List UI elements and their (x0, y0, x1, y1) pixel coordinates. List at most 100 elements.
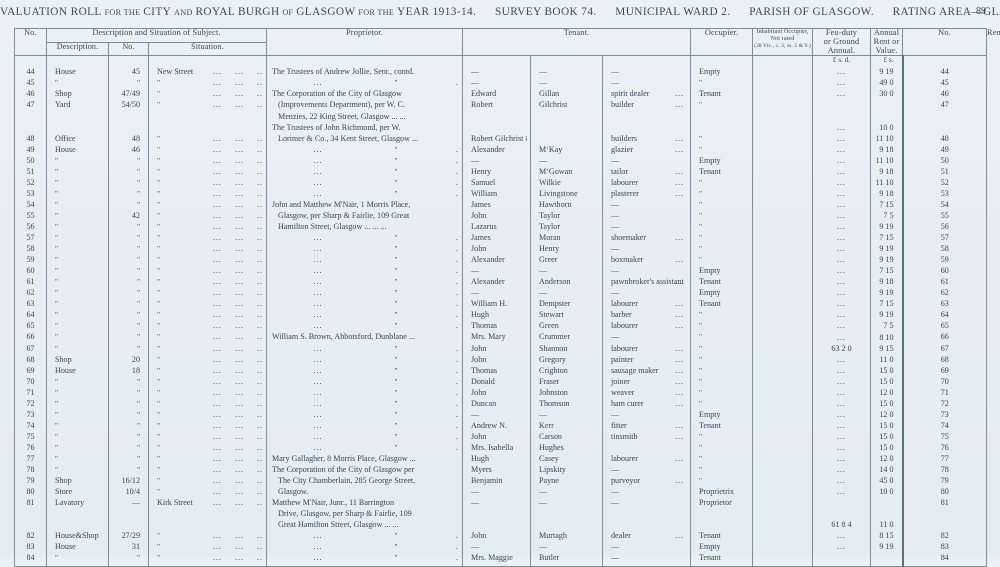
table-row: " (699, 134, 703, 143)
table-row: "......... (157, 377, 263, 386)
table-row (756, 289, 809, 300)
table-row: 9 18 (879, 189, 894, 198)
table-row: " (136, 432, 140, 441)
table-row (18, 521, 43, 532)
table-row: 66 (940, 333, 949, 342)
table-row: Tenant (699, 532, 721, 541)
table-row: John (471, 344, 487, 353)
table-row: 30 0 (879, 90, 894, 99)
table-row: 31 (131, 543, 140, 552)
table-row: ... (836, 189, 847, 198)
table-row (756, 466, 809, 477)
table-row: Glasgow. (278, 488, 309, 497)
col-description: House " Shop Yard Office House " " " " " " " " " " " " " "… (46, 55, 109, 567)
table-row: purveyor... (611, 477, 685, 486)
table-row: " (136, 256, 140, 265)
table-row (466, 510, 527, 521)
table-row: 54 (26, 200, 35, 209)
table-row: £ s. (883, 57, 894, 65)
header-inhabitant-line1: Inhabitant Occupier, (756, 29, 809, 35)
table-row (694, 113, 749, 124)
table-row: ... (836, 123, 847, 132)
table-row (907, 521, 984, 532)
table-row (606, 444, 687, 455)
table-row: — (539, 543, 548, 552)
table-row: William S. Brown, Abbotsford, Dunblane .… (272, 333, 415, 342)
table-row: £ s. d. (832, 57, 851, 65)
table-row: ..."... (313, 388, 459, 397)
table-row: 48 (131, 134, 140, 143)
table-row: 9 15 (879, 344, 894, 353)
table-row: " (136, 410, 140, 419)
col-tenant-first: — — Edward Robert Robert Gilchrist & Son Ale… (462, 55, 531, 567)
table-row: "......... (157, 289, 263, 298)
table-row: " (55, 421, 59, 430)
table-row: Myers (471, 466, 492, 475)
table-row (756, 499, 809, 510)
table-row: builders... (611, 134, 685, 143)
table-row: Lazarus (471, 223, 497, 231)
table-row: ... (836, 311, 847, 320)
header-feuduty-line3: Annual. (827, 45, 856, 55)
table-row: 48 (940, 134, 949, 143)
table-row: "......... (157, 189, 263, 198)
table-row: Mrs. Isabella (471, 443, 514, 452)
table-row: sausage maker... (611, 366, 685, 375)
table-row: 52 (26, 178, 35, 187)
table-row: ... (836, 145, 847, 154)
table-row: 42 (131, 211, 140, 220)
table-row: Shop (55, 90, 72, 99)
table-row: House (55, 543, 76, 552)
table-row: 78 (940, 466, 949, 475)
table-row: 49 (940, 145, 949, 154)
table-row: 11 0 (879, 355, 894, 364)
table-row: 54/50 (121, 101, 140, 110)
table-row: 79 (26, 477, 35, 486)
table-row: — (471, 499, 480, 508)
table-row: 59 (940, 256, 949, 265)
table-row: John and Matthew M'Nair, 1 Morris Place, (272, 200, 411, 209)
table-row: — (539, 410, 548, 419)
table-row: "......... (157, 410, 263, 419)
table-row: 11 0 (879, 521, 894, 530)
table-row: Empty (699, 267, 721, 276)
table-row: "......... (157, 311, 263, 320)
table-row: " (136, 79, 140, 88)
table-row: 82 (26, 532, 35, 541)
table-row: Payne (539, 477, 559, 486)
table-row: Empty (699, 156, 721, 165)
table-row: 46 (940, 90, 949, 99)
table-row (756, 378, 809, 389)
table-row: ..."... (313, 79, 459, 88)
table-row: Samuel (471, 178, 496, 187)
table-row (466, 521, 527, 532)
table-row: "......... (157, 156, 263, 165)
table-row: " (699, 322, 703, 331)
table-row: " (699, 200, 703, 209)
table-row: spirit dealer... (611, 90, 685, 99)
table-row (756, 455, 809, 466)
table-row: " (55, 333, 59, 342)
table-body: 44 45 46 47 48 49 50 51 52 53 54 55 56 57 58 59 60 61 62 6… (14, 55, 988, 567)
table-row: Alexander (471, 256, 505, 265)
table-row: 58 (940, 245, 949, 254)
table-row: ..."... (313, 410, 459, 419)
table-row: ... (836, 178, 847, 187)
masthead-for-the-2: FOR THE (358, 8, 395, 17)
table-row: Robert (471, 101, 494, 110)
table-row: ... (836, 278, 847, 287)
table-row: "......... (157, 200, 263, 209)
table-row: ..."... (313, 554, 459, 563)
table-row (816, 102, 867, 113)
table-row: 75 (940, 432, 949, 441)
table-row (756, 190, 809, 201)
table-row (756, 521, 809, 532)
table-row: Gregory (539, 355, 566, 364)
table-row: — (611, 245, 620, 254)
table-row (152, 521, 263, 532)
table-row: John (471, 432, 487, 441)
table-row (534, 135, 599, 146)
table-row: 63 (940, 300, 949, 309)
table-row: Empty (699, 543, 721, 552)
table-row: — (611, 410, 620, 419)
